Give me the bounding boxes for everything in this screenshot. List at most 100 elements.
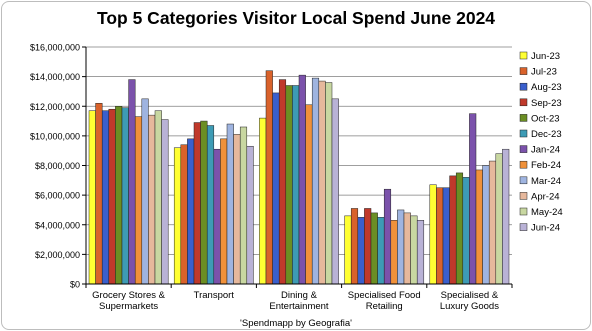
bar [305, 104, 313, 285]
bar [455, 172, 464, 285]
legend-swatch [519, 51, 528, 60]
legend-label: May-24 [531, 207, 563, 218]
y-tick-label: $10,000,000 [30, 131, 80, 141]
bar [200, 120, 208, 285]
legend-label: Mar-24 [531, 176, 561, 187]
x-category-label: Supermarkets [99, 301, 158, 312]
bar [213, 148, 221, 285]
bar [292, 85, 300, 285]
bar [482, 165, 490, 285]
bar [390, 220, 398, 285]
y-tick-label: $0 [70, 280, 80, 290]
y-tick-label: $16,000,000 [30, 43, 80, 53]
legend-label: Sep-23 [531, 98, 562, 109]
legend-swatch [519, 129, 528, 138]
bar [233, 134, 241, 285]
bar [148, 114, 156, 285]
x-category-label: Grocery Stores & [92, 290, 166, 301]
legend-label: Oct-23 [531, 113, 560, 124]
legend-swatch [519, 207, 528, 216]
bar [95, 103, 103, 285]
legend-swatch [519, 145, 528, 153]
bar [325, 82, 333, 285]
bar [101, 110, 110, 285]
bar [193, 122, 201, 285]
bar [180, 144, 188, 285]
bar [108, 108, 116, 285]
y-tick-label: $2,000,000 [35, 250, 80, 260]
x-category-label: Entertainment [269, 301, 329, 312]
bar [495, 153, 503, 285]
x-category-label: Specialised & [441, 290, 499, 301]
legend-label: Jul-23 [531, 67, 557, 78]
bar [410, 215, 418, 285]
legend-label: Dec-23 [531, 129, 562, 140]
bar [134, 116, 143, 285]
legend-swatch [519, 160, 528, 169]
legend-label: Apr-24 [531, 191, 560, 202]
bar [173, 147, 182, 285]
y-tick-label: $8,000,000 [35, 161, 80, 171]
y-tick-label: $12,000,000 [30, 102, 80, 112]
bar [278, 79, 287, 285]
bar [469, 113, 477, 285]
bar [226, 123, 234, 285]
bar [220, 138, 228, 285]
bar [259, 117, 267, 285]
bar [475, 169, 483, 285]
bar [88, 110, 96, 285]
bar [285, 85, 293, 285]
bar [141, 98, 149, 285]
x-category-label: Specialised Food [348, 290, 421, 301]
source-note: 'Spendmapp by Geografia' [240, 318, 352, 329]
bar [206, 125, 215, 285]
legend-swatch [519, 223, 528, 231]
x-category-label: Dining & [281, 290, 318, 301]
y-tick-label: $4,000,000 [35, 220, 80, 230]
legend-label: Jan-24 [531, 145, 560, 156]
bar [161, 119, 169, 285]
legend-label: Feb-24 [531, 160, 561, 171]
bar [449, 175, 457, 285]
x-category-label: Transport [194, 290, 235, 301]
legend-swatch [519, 192, 528, 200]
bar [298, 74, 306, 285]
bar [462, 177, 470, 285]
bar [502, 148, 510, 285]
x-category-label: Luxury Goods [440, 301, 499, 312]
bar [121, 107, 129, 285]
bar [265, 70, 273, 285]
bar [442, 187, 450, 285]
bar [370, 212, 378, 285]
bar [128, 79, 136, 285]
bar [403, 212, 411, 285]
bar [272, 92, 280, 285]
bar [187, 138, 195, 285]
bar [115, 106, 123, 285]
bar [318, 80, 326, 285]
y-tick-label: $14,000,000 [30, 72, 80, 82]
bar [436, 187, 444, 285]
legend-swatch [519, 114, 528, 122]
legend-swatch [519, 67, 528, 75]
bar [246, 145, 254, 285]
bar [383, 188, 392, 285]
bar [357, 217, 365, 285]
bar [429, 184, 437, 285]
x-category-label: Retailing [366, 301, 403, 312]
legend-label: Jun-23 [531, 51, 560, 62]
bar [364, 208, 372, 285]
bar [331, 98, 339, 285]
chart-title: Top 5 Categories Visitor Local Spend Jun… [96, 8, 496, 28]
y-tick-label: $6,000,000 [35, 191, 80, 201]
bar [397, 209, 405, 285]
bar [344, 215, 352, 285]
bar [239, 126, 248, 285]
bar [488, 160, 497, 285]
legend-swatch [519, 98, 528, 107]
legend-swatch [519, 176, 528, 185]
bar [416, 220, 425, 285]
legend-label: Jun-24 [531, 223, 560, 234]
legend-swatch [519, 82, 528, 91]
